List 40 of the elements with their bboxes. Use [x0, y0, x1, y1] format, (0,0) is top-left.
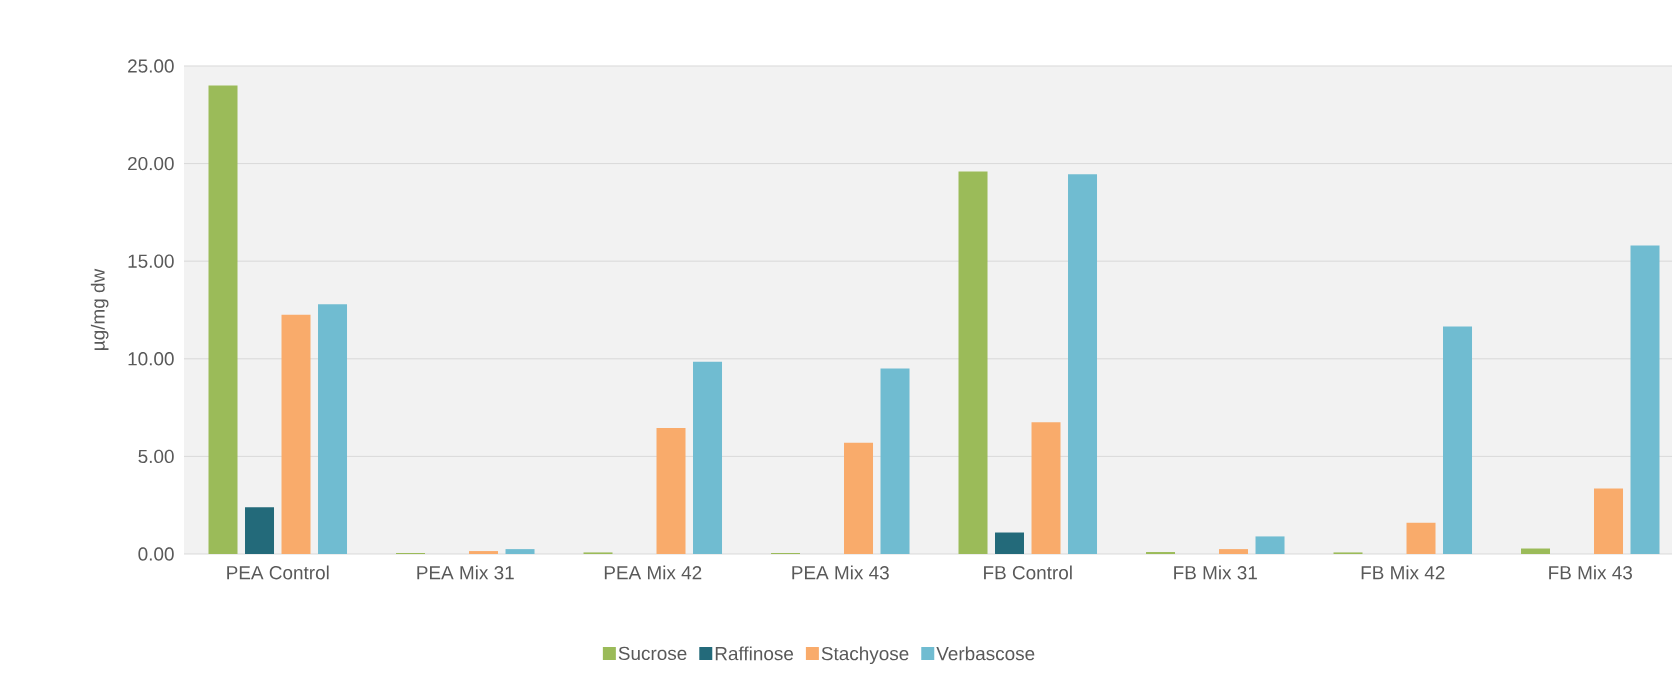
bar: [958, 171, 988, 554]
bar: [208, 85, 238, 554]
bar: [693, 361, 723, 554]
bar: [1031, 422, 1061, 554]
bar: [318, 304, 348, 554]
bar: [880, 368, 910, 554]
bar: [995, 532, 1025, 554]
x-tick-label: FB Mix 43: [1549, 565, 1633, 580]
bar: [1219, 549, 1249, 554]
bar: [1594, 488, 1624, 554]
legend-label: Sucrose: [618, 646, 687, 661]
x-tick-label: PEA Control: [227, 565, 329, 580]
x-tick-label: FB Mix 42: [1361, 565, 1445, 580]
x-tick-label: FB Mix 31: [1174, 565, 1257, 580]
bar: [1255, 536, 1285, 554]
bar: [1068, 174, 1098, 554]
legend-label: Stachyose: [821, 646, 909, 665]
bar: [1443, 326, 1473, 554]
bar: [281, 314, 311, 554]
legend-label: Raffinose: [715, 646, 794, 661]
bar: [245, 507, 275, 554]
bar: [505, 549, 535, 554]
y-tick-label: 10.00: [128, 352, 174, 366]
bar: [1630, 245, 1660, 554]
y-tick-label: 0.00: [138, 547, 174, 561]
bar: [1521, 548, 1551, 554]
bar: [656, 428, 686, 554]
y-axis-title: µg/mg dw: [90, 268, 109, 350]
y-tick-label: 5.00: [138, 449, 174, 464]
x-tick-label: PEA Mix 43: [792, 565, 889, 580]
y-tick-label: 20.00: [128, 156, 174, 171]
bar: [1406, 522, 1436, 554]
legend-label: Verbascose: [936, 646, 1035, 661]
x-tick-label: PEA Mix 42: [604, 565, 702, 580]
bar: [844, 442, 874, 554]
x-tick-label: FB Control: [984, 565, 1072, 580]
bar: [469, 551, 499, 554]
y-tick-label: 15.00: [128, 254, 174, 268]
y-tick-label: 25.00: [128, 59, 174, 73]
x-tick-label: PEA Mix 31: [417, 565, 514, 580]
